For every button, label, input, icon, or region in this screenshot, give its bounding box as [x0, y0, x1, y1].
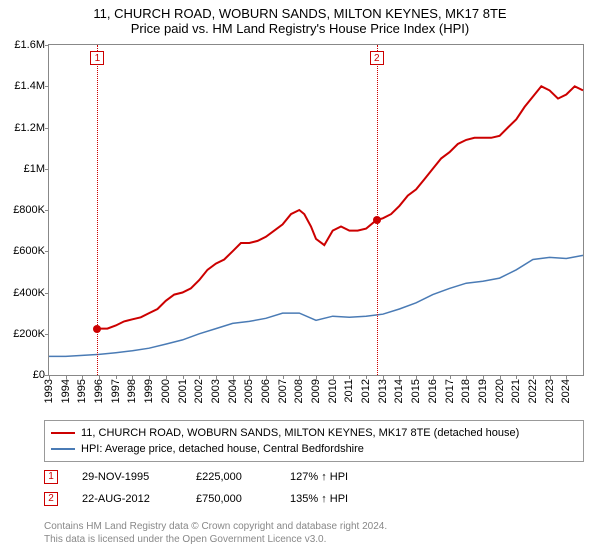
- sales-table: 1 29-NOV-1995 £225,000 127% ↑ HPI 2 22-AUG-20…: [44, 466, 380, 510]
- event-marker: 2: [370, 51, 384, 65]
- y-tick: [45, 128, 49, 129]
- event-dot: [93, 325, 101, 333]
- x-tick-label: 2001: [177, 379, 189, 403]
- sale-price: £225,000: [196, 466, 266, 488]
- x-tick-label: 2004: [227, 379, 239, 403]
- title-line-2: Price paid vs. HM Land Registry's House …: [0, 21, 600, 36]
- event-line: [377, 45, 378, 375]
- sale-num: 2: [44, 492, 58, 506]
- x-tick-label: 2002: [193, 379, 205, 403]
- x-tick-label: 1995: [76, 379, 88, 403]
- sale-pct: 135% ↑ HPI: [290, 488, 380, 510]
- x-tick-label: 2011: [343, 379, 355, 403]
- x-tick-label: 2009: [310, 379, 322, 403]
- x-tick-label: 2003: [210, 379, 222, 403]
- x-tick-label: 2022: [527, 379, 539, 403]
- x-tick-label: 1996: [93, 379, 105, 403]
- y-tick-label: £1M: [24, 163, 45, 175]
- legend-label: HPI: Average price, detached house, Cent…: [81, 441, 364, 457]
- y-tick: [45, 169, 49, 170]
- sale-pct: 127% ↑ HPI: [290, 466, 380, 488]
- x-tick-label: 1997: [110, 379, 122, 403]
- x-tick-label: 2014: [393, 379, 405, 403]
- sale-date: 29-NOV-1995: [82, 466, 172, 488]
- legend-row: HPI: Average price, detached house, Cent…: [51, 441, 577, 457]
- y-tick-label: £1.6M: [14, 39, 45, 51]
- x-tick-label: 1998: [126, 379, 138, 403]
- y-tick-label: £200K: [13, 328, 45, 340]
- legend: 11, CHURCH ROAD, WOBURN SANDS, MILTON KE…: [44, 420, 584, 462]
- legend-row: 11, CHURCH ROAD, WOBURN SANDS, MILTON KE…: [51, 425, 577, 441]
- sale-row: 2 22-AUG-2012 £750,000 135% ↑ HPI: [44, 488, 380, 510]
- y-tick: [45, 251, 49, 252]
- title-block: 11, CHURCH ROAD, WOBURN SANDS, MILTON KE…: [0, 0, 600, 36]
- y-tick-label: £800K: [13, 204, 45, 216]
- x-tick-label: 2016: [427, 379, 439, 403]
- y-tick-label: £1.4M: [14, 80, 45, 92]
- series-hpi: [49, 255, 583, 356]
- x-tick-label: 1993: [43, 379, 55, 403]
- title-line-1: 11, CHURCH ROAD, WOBURN SANDS, MILTON KE…: [0, 6, 600, 21]
- x-tick-label: 2012: [360, 379, 372, 403]
- x-tick-label: 2021: [510, 379, 522, 403]
- x-tick-label: 2007: [277, 379, 289, 403]
- y-tick: [45, 210, 49, 211]
- x-tick-label: 2020: [494, 379, 506, 403]
- y-tick: [45, 293, 49, 294]
- plot-area: £0£200K£400K£600K£800K£1M£1.2M£1.4M£1.6M…: [48, 44, 584, 376]
- sale-num: 1: [44, 470, 58, 484]
- x-tick-label: 1999: [143, 379, 155, 403]
- x-tick-label: 2015: [410, 379, 422, 403]
- x-tick-label: 2024: [560, 379, 572, 403]
- series-property: [97, 86, 583, 328]
- x-tick-label: 2006: [260, 379, 272, 403]
- y-tick: [45, 334, 49, 335]
- y-tick: [45, 45, 49, 46]
- chart-lines: [49, 45, 583, 375]
- chart-container: 11, CHURCH ROAD, WOBURN SANDS, MILTON KE…: [0, 0, 600, 560]
- x-tick-label: 2008: [293, 379, 305, 403]
- sale-date: 22-AUG-2012: [82, 488, 172, 510]
- y-tick-label: £1.2M: [14, 122, 45, 134]
- x-tick-label: 1994: [60, 379, 72, 403]
- x-tick-label: 2023: [544, 379, 556, 403]
- footer-line-1: Contains HM Land Registry data © Crown c…: [44, 520, 387, 533]
- y-tick-label: £400K: [13, 287, 45, 299]
- x-tick-label: 2019: [477, 379, 489, 403]
- sale-row: 1 29-NOV-1995 £225,000 127% ↑ HPI: [44, 466, 380, 488]
- sale-price: £750,000: [196, 488, 266, 510]
- x-tick-label: 2017: [444, 379, 456, 403]
- x-tick-label: 2005: [243, 379, 255, 403]
- event-dot: [373, 216, 381, 224]
- x-tick-label: 2013: [377, 379, 389, 403]
- legend-swatch: [51, 432, 75, 434]
- x-tick-label: 2000: [160, 379, 172, 403]
- footer-line-2: This data is licensed under the Open Gov…: [44, 533, 387, 546]
- legend-label: 11, CHURCH ROAD, WOBURN SANDS, MILTON KE…: [81, 425, 519, 441]
- footer: Contains HM Land Registry data © Crown c…: [44, 520, 387, 546]
- x-tick-label: 2010: [327, 379, 339, 403]
- y-tick: [45, 86, 49, 87]
- event-marker: 1: [90, 51, 104, 65]
- legend-swatch: [51, 448, 75, 450]
- y-tick-label: £600K: [13, 245, 45, 257]
- x-tick-label: 2018: [460, 379, 472, 403]
